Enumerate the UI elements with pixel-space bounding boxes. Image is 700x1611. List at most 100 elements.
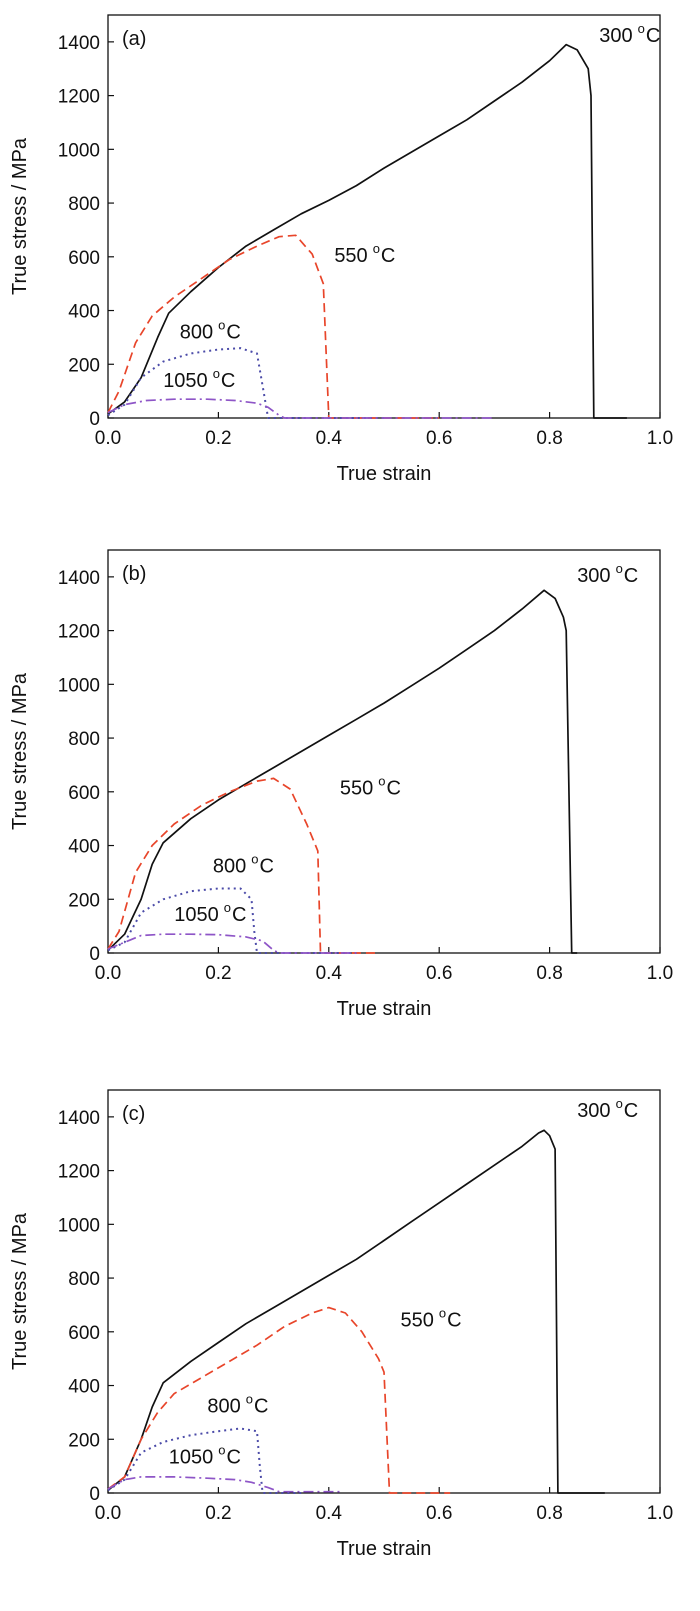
y-tick-label: 1200 <box>58 1162 100 1183</box>
degree-symbol: o <box>616 561 623 576</box>
temperature-unit: C <box>259 855 273 877</box>
temperature-value: 550 <box>401 1309 434 1331</box>
degree-symbol: o <box>246 1391 253 1406</box>
degree-symbol: o <box>638 21 645 36</box>
series-line-550c <box>107 234 440 419</box>
degree-symbol: o <box>439 1305 446 1320</box>
temperature-unit: C <box>447 1309 461 1331</box>
panel-label: (a) <box>122 28 146 50</box>
y-tick-label: 400 <box>68 1377 100 1398</box>
temperature-label-550c: 550 oC <box>340 773 401 799</box>
x-tick-label: 0.6 <box>426 428 452 449</box>
x-tick-label: 0.4 <box>316 1503 343 1524</box>
x-tick-label: 1.0 <box>647 963 673 984</box>
x-tick-label: 0.8 <box>536 963 562 984</box>
temperature-label-800c: 800 oC <box>207 1391 268 1417</box>
temperature-unit: C <box>386 777 400 799</box>
temperature-label-1050c: 1050 oC <box>174 900 246 926</box>
chart-panel-c: 0.0 0.2 0.4 0.6 0.8 1.0 0 200 400 600 800 1000 1200 1… <box>0 1075 700 1595</box>
temperature-value: 1050 <box>174 904 219 926</box>
chart-a-svg: 0.0 0.2 0.4 0.6 0.8 1.0 0 200 400 600 800 1000 1200 1… <box>9 14 673 485</box>
degree-symbol: o <box>224 900 231 915</box>
x-axis-label: True strain <box>337 1538 432 1560</box>
y-tick-label: 600 <box>68 783 100 804</box>
x-tick-label: 0.4 <box>316 428 343 449</box>
degree-symbol: o <box>378 773 385 788</box>
temperature-value: 1050 <box>169 1446 214 1468</box>
temperature-label-800c: 800 oC <box>180 318 241 344</box>
chart-panel-a: 0.0 0.2 0.4 0.6 0.8 1.0 0 200 400 600 800 1000 1200 1… <box>0 0 700 520</box>
y-tick-label: 1000 <box>58 1215 100 1236</box>
temperature-value: 300 <box>599 25 632 47</box>
chart-c-svg: 0.0 0.2 0.4 0.6 0.8 1.0 0 200 400 600 800 1000 1200 1… <box>9 1089 673 1560</box>
y-tick-label: 400 <box>68 837 100 858</box>
degree-symbol: o <box>218 318 225 333</box>
temperature-value: 550 <box>334 245 367 267</box>
plot-frame <box>107 1089 661 1494</box>
series-line-300c <box>107 589 578 954</box>
degree-symbol: o <box>251 851 258 866</box>
temperature-label-800c: 800 oC <box>213 851 274 877</box>
series-line-550c <box>107 1306 451 1494</box>
x-axis-label: True strain <box>337 998 432 1020</box>
y-tick-label: 200 <box>68 1430 100 1451</box>
chart-b-svg: 0.0 0.2 0.4 0.6 0.8 1.0 0 200 400 600 800 1000 1200 1… <box>9 549 673 1020</box>
x-tick-label: 0.8 <box>536 428 562 449</box>
degree-symbol: o <box>616 1096 623 1111</box>
temperature-label-300c: 300 oC <box>577 561 638 587</box>
x-tick-label: 0.6 <box>426 1503 452 1524</box>
x-tick-label: 0.2 <box>205 1503 231 1524</box>
series-line-550c <box>107 777 379 954</box>
panel-label: (b) <box>122 563 146 585</box>
series-line-800c <box>107 1427 302 1494</box>
series-line-1050c <box>107 933 357 954</box>
y-tick-label: 0 <box>89 1484 100 1505</box>
temperature-unit: C <box>254 1395 268 1417</box>
x-axis-label: True strain <box>337 463 432 485</box>
y-tick-label: 1200 <box>58 622 100 643</box>
x-tick-label: 0.2 <box>205 963 231 984</box>
plot-frame <box>107 14 661 419</box>
x-tick-label: 0.4 <box>316 963 343 984</box>
degree-symbol: o <box>218 1442 225 1457</box>
temperature-label-1050c: 1050 oC <box>163 366 235 392</box>
temperature-label-300c: 300 oC <box>599 21 660 47</box>
temperature-value: 300 <box>577 1100 610 1122</box>
chart-panel-b: 0.0 0.2 0.4 0.6 0.8 1.0 0 200 400 600 800 1000 1200 1… <box>0 535 700 1055</box>
y-tick-label: 1000 <box>58 140 100 161</box>
y-tick-label: 200 <box>68 355 100 376</box>
panel-label: (c) <box>122 1103 145 1125</box>
degree-symbol: o <box>213 366 220 381</box>
y-tick-label: 0 <box>89 944 100 965</box>
y-tick-label: 1400 <box>58 33 100 54</box>
x-tick-label: 1.0 <box>647 428 673 449</box>
x-tick-label: 0.0 <box>95 1503 121 1524</box>
temperature-unit: C <box>226 322 240 344</box>
y-axis-label: True stress / MPa <box>9 1212 31 1370</box>
temperature-unit: C <box>646 25 660 47</box>
x-tick-label: 0.8 <box>536 1503 562 1524</box>
temperature-label-550c: 550 oC <box>401 1305 462 1331</box>
y-tick-label: 0 <box>89 409 100 430</box>
temperature-value: 550 <box>340 777 373 799</box>
series-line-800c <box>107 887 357 954</box>
x-tick-label: 0.0 <box>95 428 121 449</box>
y-axis-label: True stress / MPa <box>9 137 31 295</box>
series-line-300c <box>107 43 627 419</box>
temperature-unit: C <box>624 1100 638 1122</box>
temperature-value: 800 <box>180 322 213 344</box>
x-tick-label: 0.6 <box>426 963 452 984</box>
temperature-label-300c: 300 oC <box>577 1096 638 1122</box>
x-tick-label: 1.0 <box>647 1503 673 1524</box>
y-tick-label: 400 <box>68 302 100 323</box>
temperature-label-550c: 550 oC <box>334 241 395 267</box>
y-tick-label: 1400 <box>58 568 100 589</box>
series-line-300c <box>107 1129 605 1494</box>
temperature-value: 300 <box>577 565 610 587</box>
temperature-unit: C <box>226 1446 240 1468</box>
y-tick-label: 800 <box>68 194 100 215</box>
y-tick-label: 600 <box>68 1323 100 1344</box>
y-tick-label: 1000 <box>58 675 100 696</box>
temperature-value: 1050 <box>163 370 208 392</box>
degree-symbol: o <box>373 241 380 256</box>
